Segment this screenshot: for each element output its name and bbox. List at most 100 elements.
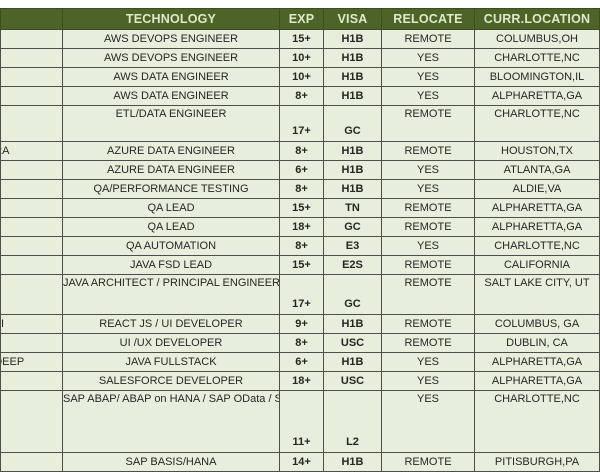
cell-location[interactable]: ALDIE,VA <box>474 179 600 199</box>
cell-technology[interactable]: JAVA FULLSTACK <box>62 352 280 372</box>
cell-relocate[interactable]: YES <box>381 390 475 453</box>
cell-exp[interactable]: 15+ <box>279 29 324 49</box>
cell-name[interactable]: ANTHI <box>0 314 63 334</box>
cell-relocate[interactable]: REMOTE <box>381 198 475 218</box>
cell-relocate[interactable]: YES <box>381 371 475 391</box>
cell-technology[interactable]: JAVA FSD LEAD <box>62 255 280 275</box>
cell-visa[interactable]: E2S <box>323 255 382 275</box>
table-row[interactable]: ANTHSAP BASIS/HANA14+H1BREMOTEPITISBURGH… <box>0 452 600 472</box>
cell-technology[interactable]: QA AUTOMATION <box>62 236 280 256</box>
cell-exp[interactable]: 8+ <box>279 141 324 161</box>
cell-exp[interactable]: 8+ <box>279 179 324 199</box>
cell-technology[interactable]: AWS DEVOPS ENGINEER <box>62 29 280 49</box>
cell-relocate[interactable]: YES <box>381 48 475 68</box>
cell-technology[interactable]: QA LEAD <box>62 198 280 218</box>
cell-name[interactable]: SUNDEEP <box>0 352 63 372</box>
cell-location[interactable]: ALPHARETTA,GA <box>474 217 600 237</box>
cell-exp[interactable]: 9+ <box>279 314 324 334</box>
cell-location[interactable]: CALIFORNIA <box>474 255 600 275</box>
cell-name[interactable]: ASA <box>0 67 63 87</box>
cell-visa[interactable]: H1B <box>323 179 382 199</box>
column-header-relocate[interactable]: RELOCATE <box>381 8 475 30</box>
cell-exp[interactable]: 14+ <box>279 452 324 472</box>
cell-exp[interactable]: 17+ <box>279 105 324 142</box>
cell-visa[interactable]: H1B <box>323 48 382 68</box>
cell-location[interactable]: ATLANTA,GA <box>474 160 600 180</box>
cell-name[interactable]: N <box>0 371 63 391</box>
table-row[interactable]: ANTHI REACT JS / UI DEVELOPER9+H1BREMOTEC… <box>0 314 600 334</box>
cell-location[interactable]: COLUMBUS, GA <box>474 314 600 334</box>
cell-relocate[interactable]: YES <box>381 179 475 199</box>
cell-exp[interactable]: 18+ <box>279 217 324 237</box>
cell-visa[interactable]: GC <box>323 217 382 237</box>
cell-exp[interactable]: 15+ <box>279 255 324 275</box>
cell-technology[interactable]: AWS DATA ENGINEER <box>62 67 280 87</box>
table-row[interactable]: HYAQA/PERFORMANCE TESTING8+H1BYESALDIE,V… <box>0 179 600 199</box>
cell-relocate[interactable]: REMOTE <box>381 141 475 161</box>
cell-name[interactable]: RYA <box>0 86 63 106</box>
cell-location[interactable]: ALPHARETTA,GA <box>474 371 600 391</box>
cell-visa[interactable]: H1B <box>323 86 382 106</box>
cell-exp[interactable]: 11+ <box>279 390 324 453</box>
cell-location[interactable]: CHARLOTTE,NC <box>474 105 600 142</box>
table-row[interactable]: RYAAWS DATA ENGINEER8+H1BYESALPHARETTA,G… <box>0 86 600 106</box>
column-header-exp[interactable]: EXP <box>279 8 324 30</box>
cell-name[interactable]: YA <box>0 333 63 353</box>
cell-location[interactable]: CHARLOTTE,NC <box>474 236 600 256</box>
cell-visa[interactable]: TN <box>323 198 382 218</box>
table-row[interactable]: ETL/DATA ENGINEER 17+ GC REMOTE CHARLOTTE,NC <box>0 105 600 142</box>
cell-visa[interactable]: H1B <box>323 29 382 49</box>
cell-relocate[interactable]: REMOTE <box>381 452 475 472</box>
cell-name[interactable]: ENDRA <box>0 141 63 161</box>
cell-relocate[interactable]: YES <box>381 160 475 180</box>
cell-exp[interactable]: 6+ <box>279 352 324 372</box>
cell-location[interactable]: PITISBURGH,PA <box>474 452 600 472</box>
cell-exp[interactable]: 8+ <box>279 236 324 256</box>
cell-visa[interactable]: H1B <box>323 67 382 87</box>
cell-exp[interactable]: 10+ <box>279 48 324 68</box>
cell-visa[interactable]: H1B <box>323 314 382 334</box>
cell-technology[interactable]: SAP BASIS/HANA <box>62 452 280 472</box>
cell-visa[interactable]: H1B <box>323 452 382 472</box>
cell-relocate[interactable]: REMOTE <box>381 333 475 353</box>
cell-technology[interactable]: QA/PERFORMANCE TESTING <box>62 179 280 199</box>
cell-name[interactable]: AN <box>0 29 63 49</box>
cell-location[interactable]: CHARLOTTE,NC <box>474 48 600 68</box>
cell-technology[interactable]: QA LEAD <box>62 217 280 237</box>
cell-visa[interactable]: H1B <box>323 141 382 161</box>
cell-relocate[interactable]: REMOTE <box>381 29 475 49</box>
cell-relocate[interactable]: YES <box>381 67 475 87</box>
cell-name[interactable]: ESH <box>0 198 63 218</box>
cell-name[interactable] <box>0 105 63 142</box>
cell-relocate[interactable]: REMOTE <box>381 105 475 142</box>
cell-technology[interactable]: AWS DATA ENGINEER <box>62 86 280 106</box>
cell-visa[interactable]: H1B <box>323 160 382 180</box>
table-row[interactable]: SHJAVA ARCHITECT / PRINCIPAL ENGINEER17+… <box>0 274 600 315</box>
cell-location[interactable]: ALPHARETTA,GA <box>474 86 600 106</box>
cell-name[interactable]: THA <box>0 160 63 180</box>
cell-exp[interactable]: 6+ <box>279 160 324 180</box>
table-row[interactable]: SUNDEEP JAVA FULLSTACK6+H1BYESALPHARETTA,… <box>0 352 600 372</box>
cell-technology[interactable]: SALESFORCE DEVELOPER <box>62 371 280 391</box>
table-row[interactable]: ENDRA AZURE DATA ENGINEER8+H1BREMOTEHOUST… <box>0 141 600 161</box>
cell-visa[interactable]: GC <box>323 274 382 315</box>
column-header-name[interactable]: NE <box>0 8 63 30</box>
cell-exp[interactable]: 10+ <box>279 67 324 87</box>
cell-relocate[interactable]: REMOTE <box>381 314 475 334</box>
cell-location[interactable]: CHARLOTTE,NC <box>474 390 600 453</box>
cell-relocate[interactable]: YES <box>381 86 475 106</box>
cell-relocate[interactable]: REMOTE <box>381 274 475 315</box>
table-row[interactable]: ASAAWS DATA ENGINEER10+H1BYESBLOOMINGTON… <box>0 67 600 87</box>
cell-visa[interactable]: H1B <box>323 352 382 372</box>
cell-name[interactable]: HIL <box>0 217 63 237</box>
table-row[interactable]: NSALESFORCE DEVELOPER18+USCYESALPHARETTA… <box>0 371 600 391</box>
cell-technology[interactable]: ETL/DATA ENGINEER <box>62 105 280 142</box>
cell-visa[interactable]: USC <box>323 371 382 391</box>
cell-visa[interactable]: GC <box>323 105 382 142</box>
